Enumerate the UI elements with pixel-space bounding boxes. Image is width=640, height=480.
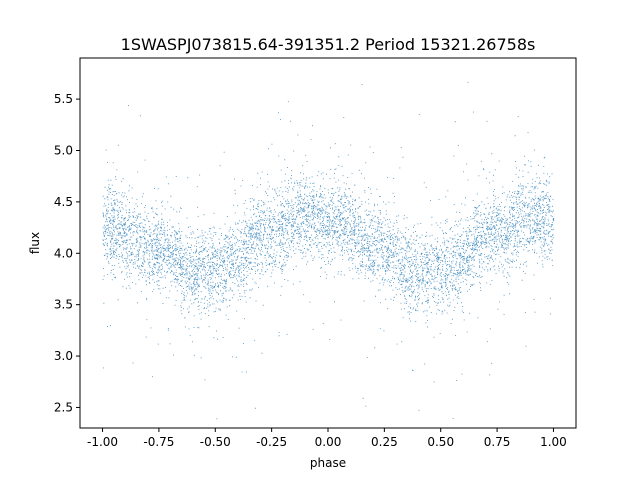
y-tick-label: 3.5 [54, 298, 73, 312]
x-tick-label: -0.25 [256, 435, 287, 449]
y-tick-label: 3.0 [54, 349, 73, 363]
scatter-points [102, 81, 555, 420]
x-axis: -1.00 -0.75 -0.50 -0.25 0.00 0.25 0.50 0.75 1.00 [87, 428, 567, 449]
y-tick-label: 5.0 [54, 144, 73, 158]
x-tick-label: 0.75 [484, 435, 511, 449]
x-tick-label: 0.25 [371, 435, 398, 449]
y-tick-label: 5.5 [54, 92, 73, 106]
y-tick-label: 4.0 [54, 246, 73, 260]
x-tick-label: 0.50 [427, 435, 454, 449]
y-tick-label: 4.5 [54, 195, 73, 209]
x-tick-label: -0.75 [143, 435, 174, 449]
y-axis: 2.5 3.0 3.5 4.0 4.5 5.0 5.5 [54, 92, 80, 414]
x-tick-label: 0.00 [315, 435, 342, 449]
chart-title: 1SWASPJ073815.64-391351.2 Period 15321.2… [121, 35, 536, 54]
y-tick-label: 2.5 [54, 400, 73, 414]
data-points-layer [102, 81, 555, 420]
x-tick-label: 1.00 [540, 435, 567, 449]
x-tick-label: -0.50 [200, 435, 231, 449]
y-axis-label: flux [28, 232, 42, 254]
x-axis-label: phase [310, 456, 346, 470]
x-tick-label: -1.00 [87, 435, 118, 449]
